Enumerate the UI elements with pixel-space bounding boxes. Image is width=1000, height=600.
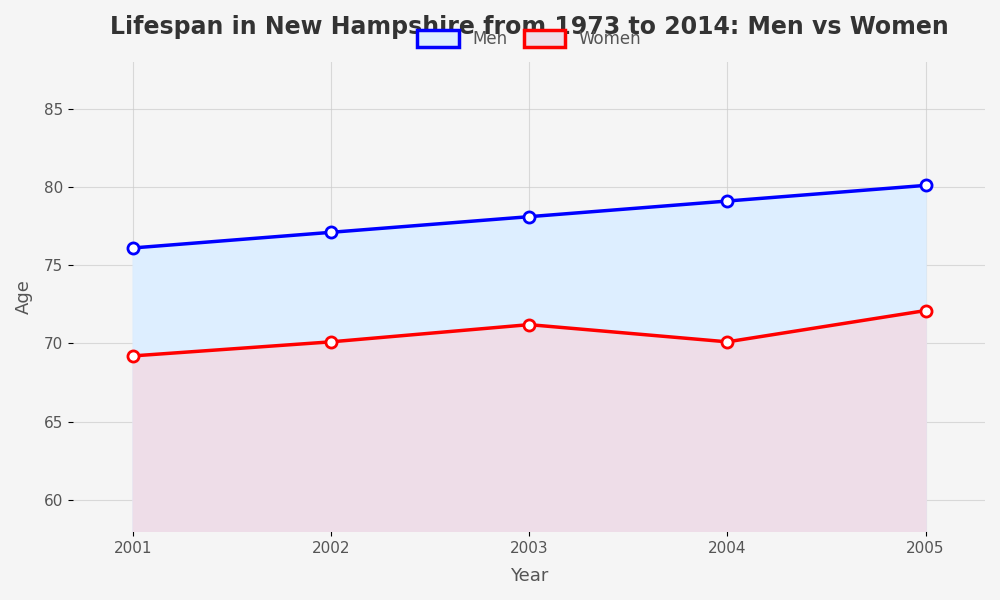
Title: Lifespan in New Hampshire from 1973 to 2014: Men vs Women: Lifespan in New Hampshire from 1973 to 2… [110, 15, 948, 39]
Legend: Men, Women: Men, Women [410, 23, 648, 55]
X-axis label: Year: Year [510, 567, 548, 585]
Y-axis label: Age: Age [15, 279, 33, 314]
